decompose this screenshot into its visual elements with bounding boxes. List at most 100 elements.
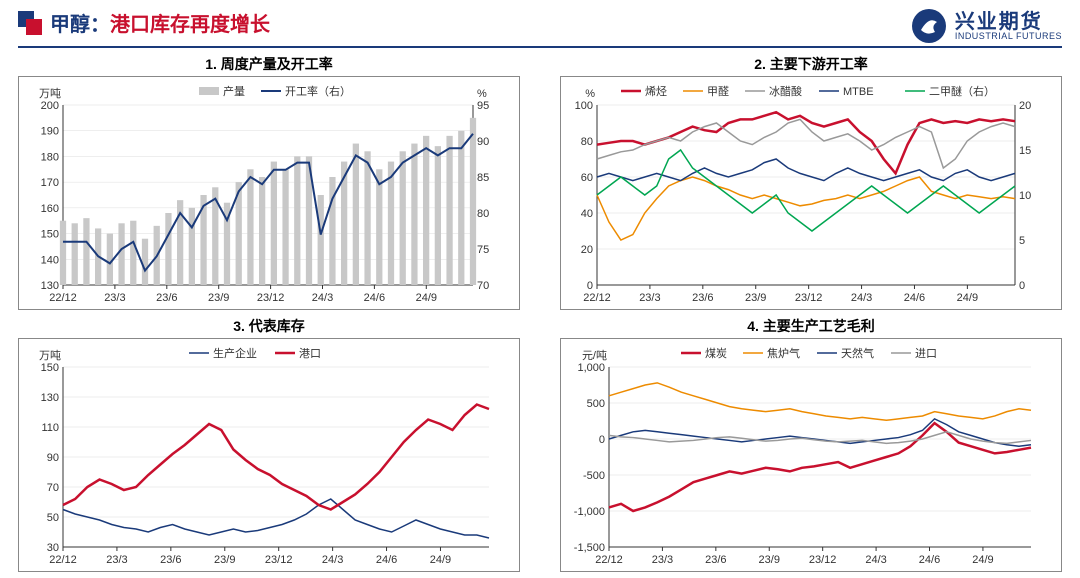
svg-text:万吨: 万吨 <box>39 87 61 100</box>
svg-text:180: 180 <box>41 151 59 163</box>
chart2-title: 2. 主要下游开工率 <box>560 52 1062 76</box>
svg-text:24/9: 24/9 <box>416 292 437 304</box>
header-divider <box>18 46 1062 48</box>
svg-text:0: 0 <box>587 280 593 292</box>
svg-text:23/9: 23/9 <box>214 554 235 566</box>
svg-text:%: % <box>477 88 487 100</box>
svg-text:30: 30 <box>47 542 59 554</box>
svg-text:20: 20 <box>581 244 593 256</box>
svg-text:22/12: 22/12 <box>49 554 77 566</box>
svg-text:-1,000: -1,000 <box>574 506 605 518</box>
brand-text: 兴业期货 INDUSTRIAL FUTURES <box>955 12 1062 41</box>
svg-text:23/3: 23/3 <box>106 554 127 566</box>
brand-logo-icon <box>911 8 947 44</box>
svg-text:23/9: 23/9 <box>208 292 229 304</box>
svg-text:23/6: 23/6 <box>160 554 181 566</box>
svg-text:-1,500: -1,500 <box>574 542 605 554</box>
svg-text:95: 95 <box>477 100 489 112</box>
svg-text:开工率（右）: 开工率（右） <box>285 84 351 98</box>
svg-text:190: 190 <box>41 126 59 138</box>
svg-text:港口: 港口 <box>299 347 321 360</box>
svg-text:100: 100 <box>575 100 593 112</box>
svg-text:80: 80 <box>477 208 489 220</box>
svg-text:进口: 进口 <box>915 347 937 360</box>
chart-grid: 1. 周度产量及开工率 130140150160170180190200万吨70… <box>0 52 1080 572</box>
svg-text:15: 15 <box>1019 145 1031 157</box>
svg-text:23/3: 23/3 <box>639 292 660 304</box>
svg-text:冰醋酸: 冰醋酸 <box>769 84 802 98</box>
svg-text:10: 10 <box>1019 190 1031 202</box>
svg-text:天然气: 天然气 <box>841 346 874 360</box>
svg-text:甲醛: 甲醛 <box>707 84 729 98</box>
svg-text:23/3: 23/3 <box>652 554 673 566</box>
svg-text:产量: 产量 <box>223 84 245 98</box>
svg-text:24/6: 24/6 <box>904 292 925 304</box>
svg-text:130: 130 <box>41 280 59 292</box>
svg-text:二甲醚（右）: 二甲醚（右） <box>929 84 995 98</box>
svg-text:150: 150 <box>41 362 59 374</box>
svg-text:160: 160 <box>41 203 59 215</box>
svg-text:60: 60 <box>581 172 593 184</box>
svg-text:23/3: 23/3 <box>104 292 125 304</box>
svg-text:23/6: 23/6 <box>692 292 713 304</box>
chart1-cell: 1. 周度产量及开工率 130140150160170180190200万吨70… <box>18 52 520 310</box>
chart1-title: 1. 周度产量及开工率 <box>18 52 520 76</box>
svg-text:23/6: 23/6 <box>705 554 726 566</box>
svg-text:24/3: 24/3 <box>851 292 872 304</box>
chart4-title: 4. 主要生产工艺毛利 <box>560 314 1062 338</box>
svg-text:24/3: 24/3 <box>865 554 886 566</box>
chart4-box: -1,500-1,000-50005001,000元/吨22/1223/323/… <box>560 338 1062 572</box>
svg-text:生产企业: 生产企业 <box>213 346 257 360</box>
header: 甲醇：港口库存再度增长 兴业期货 INDUSTRIAL FUTURES <box>0 0 1080 46</box>
chart1-box: 130140150160170180190200万吨707580859095%2… <box>18 76 520 310</box>
svg-text:23/12: 23/12 <box>265 554 293 566</box>
title-main: 港口库存再度增长 <box>110 14 270 36</box>
svg-text:80: 80 <box>581 136 593 148</box>
svg-text:5: 5 <box>1019 235 1025 247</box>
svg-text:24/3: 24/3 <box>312 292 333 304</box>
chart3-box: 30507090110130150万吨22/1223/323/623/923/1… <box>18 338 520 572</box>
svg-text:40: 40 <box>581 208 593 220</box>
svg-text:24/9: 24/9 <box>972 554 993 566</box>
svg-text:90: 90 <box>477 136 489 148</box>
svg-text:23/12: 23/12 <box>809 554 837 566</box>
svg-text:130: 130 <box>41 392 59 404</box>
svg-text:22/12: 22/12 <box>595 554 623 566</box>
svg-text:24/6: 24/6 <box>919 554 940 566</box>
svg-text:150: 150 <box>41 229 59 241</box>
svg-text:23/9: 23/9 <box>759 554 780 566</box>
svg-text:1,000: 1,000 <box>577 362 605 374</box>
svg-text:0: 0 <box>1019 280 1025 292</box>
title-prefix: 甲醇： <box>50 14 110 36</box>
svg-text:24/6: 24/6 <box>376 554 397 566</box>
svg-text:90: 90 <box>47 452 59 464</box>
chart2-box: 020406080100%0510152022/1223/323/623/923… <box>560 76 1062 310</box>
svg-text:24/3: 24/3 <box>322 554 343 566</box>
svg-text:200: 200 <box>41 100 59 112</box>
svg-text:23/12: 23/12 <box>257 292 285 304</box>
svg-text:500: 500 <box>587 398 605 410</box>
svg-text:%: % <box>585 88 595 100</box>
page-title: 甲醇：港口库存再度增长 <box>50 8 270 37</box>
svg-text:焦炉气: 焦炉气 <box>767 346 800 360</box>
svg-text:煤炭: 煤炭 <box>705 347 727 360</box>
svg-text:110: 110 <box>41 422 59 434</box>
svg-text:85: 85 <box>477 172 489 184</box>
chart2-cell: 2. 主要下游开工率 0 20 40 60 80 100% 0 5 10 15 20 22/12 23/… <box>560 52 1062 310</box>
svg-text:24/6: 24/6 <box>364 292 385 304</box>
svg-text:75: 75 <box>477 244 489 256</box>
svg-text:烯烃: 烯烃 <box>645 85 667 98</box>
brand: 兴业期货 INDUSTRIAL FUTURES <box>911 8 1062 44</box>
chart3-cell: 3. 代表库存 30507090110130150万吨22/1223/323/6… <box>18 314 520 572</box>
svg-text:140: 140 <box>41 254 59 266</box>
brand-en: INDUSTRIAL FUTURES <box>955 32 1062 41</box>
chart3-title: 3. 代表库存 <box>18 314 520 338</box>
svg-text:170: 170 <box>41 177 59 189</box>
svg-text:元/吨: 元/吨 <box>582 349 607 362</box>
svg-text:万吨: 万吨 <box>39 349 61 362</box>
svg-text:MTBE: MTBE <box>843 86 874 98</box>
svg-text:0: 0 <box>599 434 605 446</box>
svg-text:22/12: 22/12 <box>583 292 611 304</box>
svg-text:20: 20 <box>1019 100 1031 112</box>
svg-text:23/9: 23/9 <box>745 292 766 304</box>
